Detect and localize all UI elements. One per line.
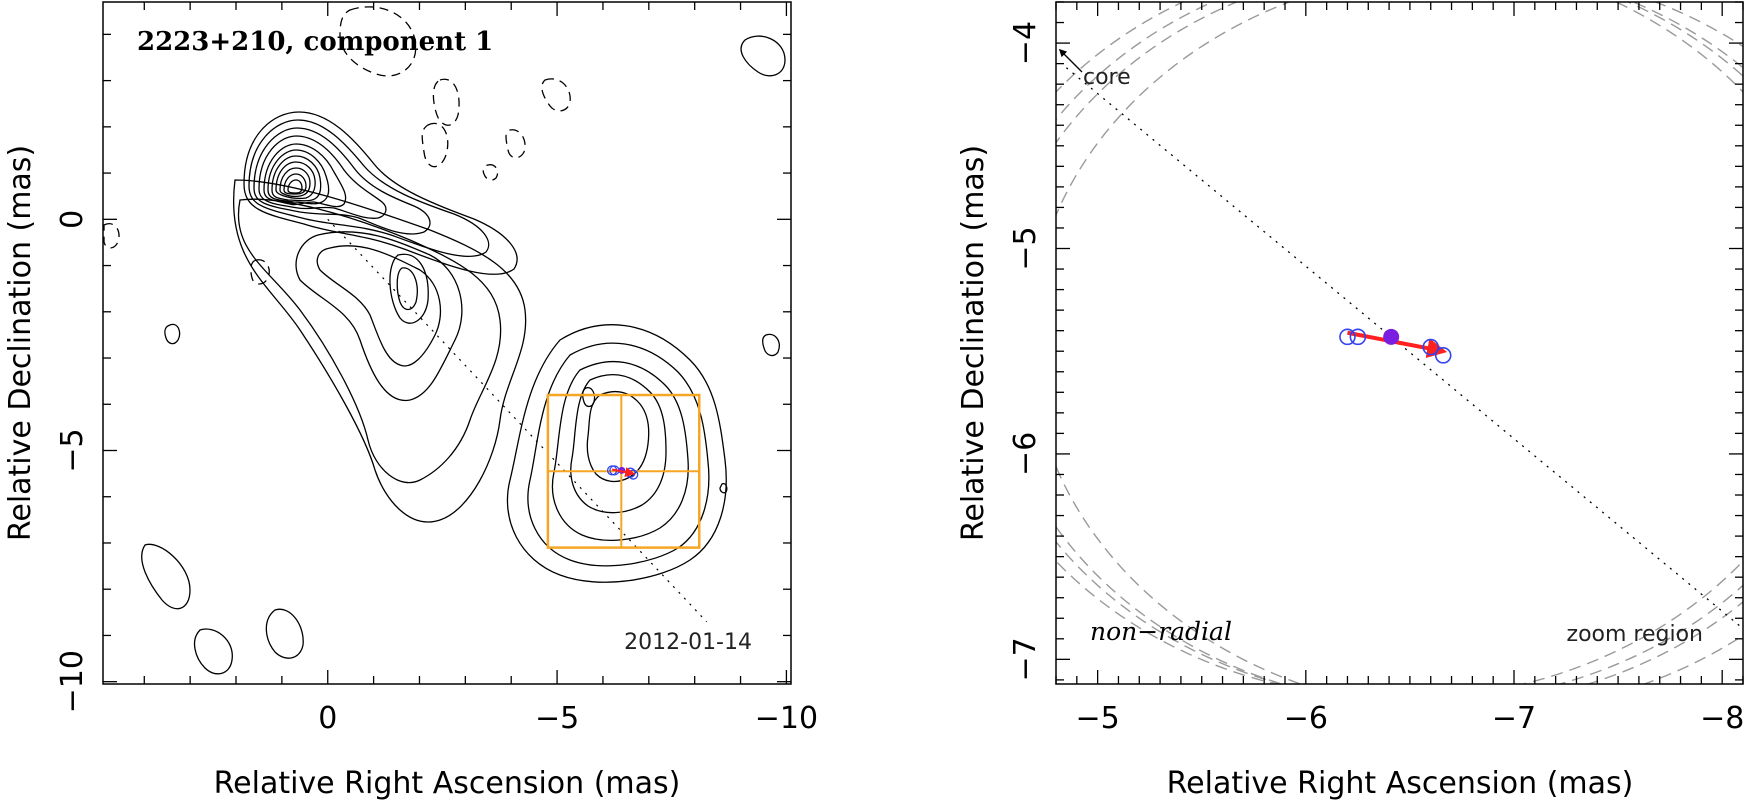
left-x-axis-label: Relative Right Ascension (mas) (214, 766, 681, 801)
contour-map (103, 6, 786, 675)
position-marker (1349, 328, 1367, 346)
y-tick-label: −4 (1008, 21, 1043, 65)
position-markers (1339, 328, 1452, 364)
jet-axis-line (327, 218, 708, 623)
zoom-plot (1056, 2, 1743, 684)
uncertainty-circles (1056, 2, 1743, 684)
x-tick-label: −8 (1700, 701, 1744, 736)
core-direction-arrow (1058, 48, 1083, 73)
right-frame (1055, 1, 1744, 685)
zoom-region-label: zoom region (1567, 622, 1703, 647)
x-tick-label: −5 (535, 701, 579, 736)
right-x-axis-label: Relative Right Ascension (mas) (1167, 766, 1634, 801)
uncertainty-circle (1056, 2, 1743, 684)
position-marker (1339, 328, 1356, 346)
position-marker (1434, 347, 1452, 364)
uncertainty-circle (1056, 2, 1743, 684)
component-contours (506, 324, 727, 583)
x-tick-label: −10 (755, 701, 818, 736)
negative-contours (103, 6, 571, 285)
jet-axis-line-zoom (1065, 67, 1743, 630)
x-tick-label: −6 (1284, 701, 1328, 736)
x-tick-label: 0 (318, 701, 337, 736)
position-marker (1422, 338, 1440, 356)
core-label: core (1083, 65, 1131, 90)
left-axis-ticks: 0 −5 −10 0 −5 −10 (55, 2, 818, 736)
uncertainty-circle (1056, 2, 1743, 684)
velocity-arrow-small (611, 467, 636, 477)
x-tick-label: −5 (1076, 701, 1120, 736)
epoch-date: 2012-01-14 (624, 630, 752, 655)
contour-map-panel: 0 −5 −10 0 −5 −10 2223+210, component 1 2012-… (3, 1, 818, 801)
right-y-axis-label: Relative Declination (mas) (956, 145, 991, 541)
left-frame (102, 1, 792, 685)
mean-position-marker (1383, 328, 1400, 345)
motion-type-label: non−radial (1090, 617, 1232, 646)
right-axis-ticks: −5 −6 −7 −8 −4 −5 −6 −7 (1008, 1, 1744, 736)
y-tick-label: −5 (55, 428, 90, 472)
isolated-contours (141, 35, 786, 675)
y-tick-label: −7 (1008, 637, 1043, 681)
jet-contours (233, 179, 527, 523)
source-title: 2223+210, component 1 (137, 27, 493, 57)
y-tick-label: −6 (1008, 432, 1043, 476)
y-tick-label: −5 (1008, 226, 1043, 270)
y-tick-label: −10 (55, 650, 90, 713)
left-y-axis-label: Relative Declination (mas) (3, 145, 38, 541)
x-tick-label: −7 (1492, 701, 1536, 736)
core-contours (243, 111, 518, 275)
uncertainty-circle (1056, 2, 1743, 684)
zoom-panel: −5 −6 −7 −8 −4 −5 −6 −7 core non−radial zoom re… (956, 1, 1744, 801)
y-tick-label: 0 (55, 210, 90, 229)
